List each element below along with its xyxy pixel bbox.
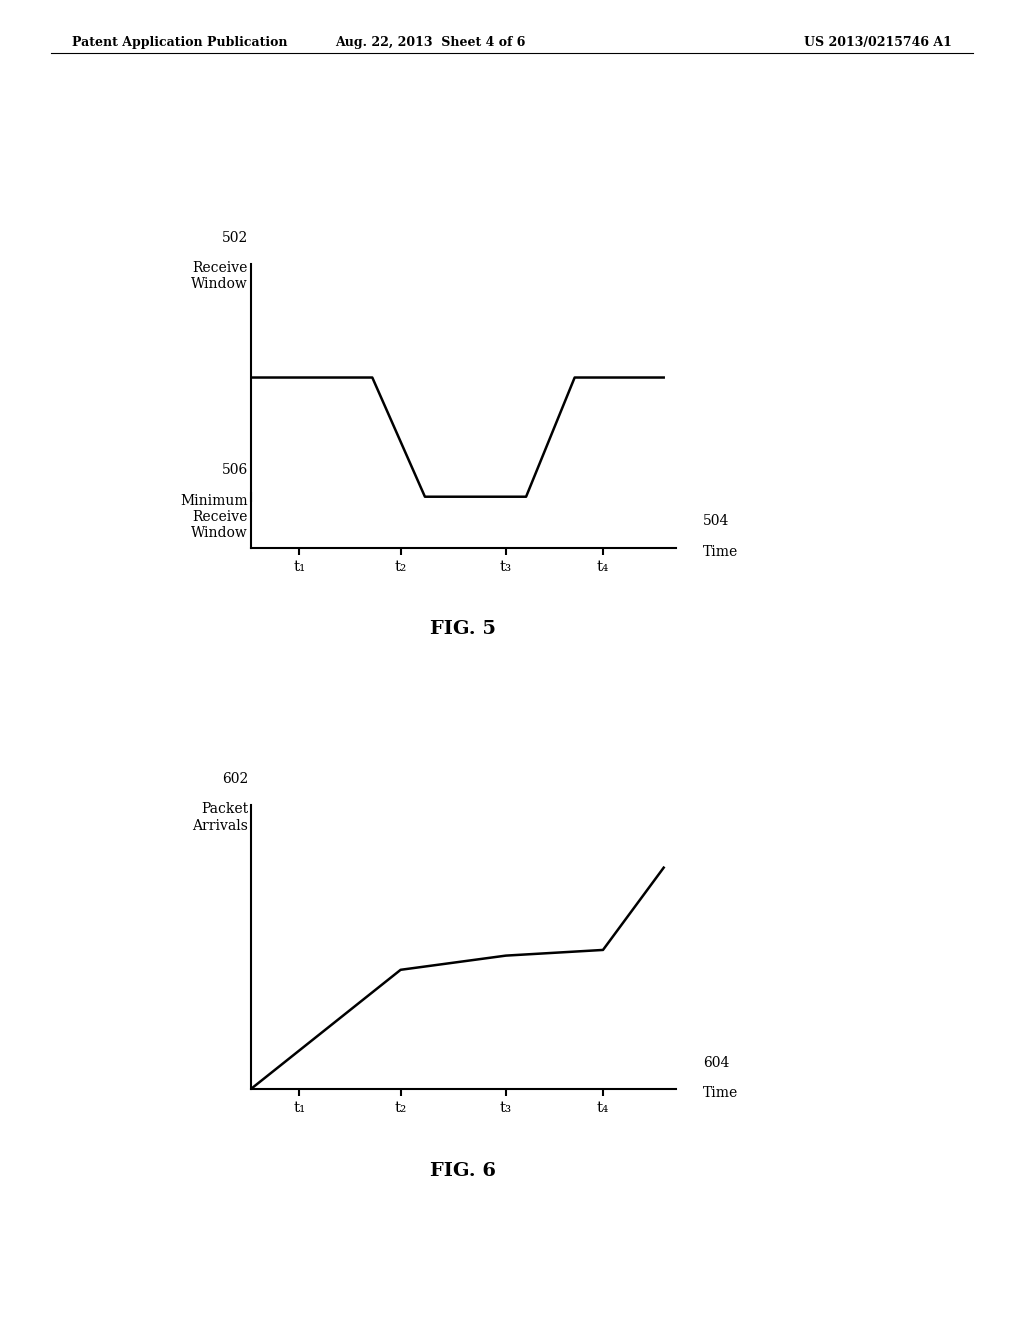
Text: US 2013/0215746 A1: US 2013/0215746 A1 bbox=[805, 36, 952, 49]
Text: FIG. 6: FIG. 6 bbox=[430, 1162, 497, 1180]
Text: Minimum
Receive
Window: Minimum Receive Window bbox=[180, 494, 248, 540]
Text: Patent Application Publication: Patent Application Publication bbox=[72, 36, 287, 49]
Text: 604: 604 bbox=[702, 1056, 729, 1069]
Text: Time: Time bbox=[702, 545, 738, 560]
Text: Aug. 22, 2013  Sheet 4 of 6: Aug. 22, 2013 Sheet 4 of 6 bbox=[335, 36, 525, 49]
Text: 504: 504 bbox=[702, 515, 729, 528]
Text: Time: Time bbox=[702, 1086, 738, 1101]
Text: Receive
Window: Receive Window bbox=[191, 261, 248, 292]
Text: 502: 502 bbox=[222, 231, 248, 244]
Text: FIG. 5: FIG. 5 bbox=[430, 620, 497, 639]
Text: 602: 602 bbox=[222, 772, 248, 785]
Text: 506: 506 bbox=[222, 463, 248, 478]
Text: Packet
Arrivals: Packet Arrivals bbox=[193, 803, 248, 833]
